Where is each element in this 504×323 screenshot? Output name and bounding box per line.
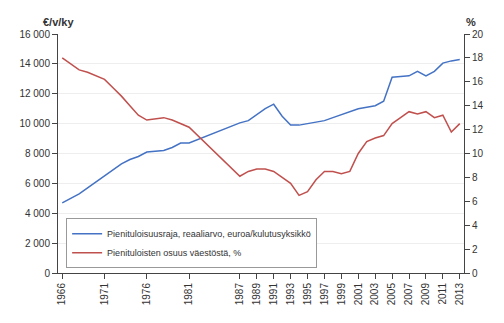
svg-text:2013: 2013 — [454, 283, 465, 306]
svg-text:%: % — [466, 16, 476, 28]
svg-text:14: 14 — [472, 100, 484, 111]
svg-text:1999: 1999 — [336, 283, 347, 306]
svg-text:1976: 1976 — [141, 283, 152, 306]
svg-text:6: 6 — [472, 196, 478, 207]
svg-text:14 000: 14 000 — [19, 58, 50, 69]
svg-text:1966: 1966 — [56, 283, 67, 306]
svg-text:8: 8 — [472, 172, 478, 183]
svg-text:0: 0 — [44, 268, 50, 279]
svg-text:Pienituloisuusraja, reaaliarvo: Pienituloisuusraja, reaaliarvo, euroa/ku… — [107, 229, 311, 239]
svg-text:€/v/ky: €/v/ky — [43, 16, 74, 28]
svg-text:12 000: 12 000 — [19, 88, 50, 99]
svg-text:0: 0 — [472, 268, 478, 279]
svg-text:2003: 2003 — [369, 283, 380, 306]
svg-text:1989: 1989 — [251, 283, 262, 306]
svg-text:12: 12 — [472, 124, 484, 135]
svg-text:1995: 1995 — [302, 283, 313, 306]
svg-text:2009: 2009 — [420, 283, 431, 306]
svg-text:16 000: 16 000 — [19, 29, 50, 40]
svg-text:8 000: 8 000 — [25, 148, 50, 159]
svg-text:2011: 2011 — [437, 283, 448, 305]
svg-text:2 000: 2 000 — [25, 238, 50, 249]
svg-text:6 000: 6 000 — [25, 178, 50, 189]
svg-text:16: 16 — [472, 76, 484, 87]
svg-text:2001: 2001 — [353, 283, 364, 306]
svg-text:1987: 1987 — [234, 283, 245, 306]
svg-text:10: 10 — [472, 148, 484, 159]
svg-text:18: 18 — [472, 52, 484, 63]
svg-text:1981: 1981 — [183, 283, 194, 306]
svg-text:Pienituloisten osuus väestöstä: Pienituloisten osuus väestöstä, % — [107, 248, 241, 258]
svg-text:4: 4 — [472, 220, 478, 231]
svg-text:1971: 1971 — [99, 283, 110, 306]
svg-text:1997: 1997 — [319, 283, 330, 306]
svg-text:1991: 1991 — [268, 283, 279, 306]
svg-text:2005: 2005 — [386, 283, 397, 306]
svg-text:2: 2 — [472, 244, 478, 255]
svg-text:4 000: 4 000 — [25, 208, 50, 219]
svg-text:10 000: 10 000 — [19, 118, 50, 129]
svg-text:20: 20 — [472, 29, 484, 40]
svg-text:1993: 1993 — [285, 283, 296, 306]
svg-text:2007: 2007 — [403, 283, 414, 306]
